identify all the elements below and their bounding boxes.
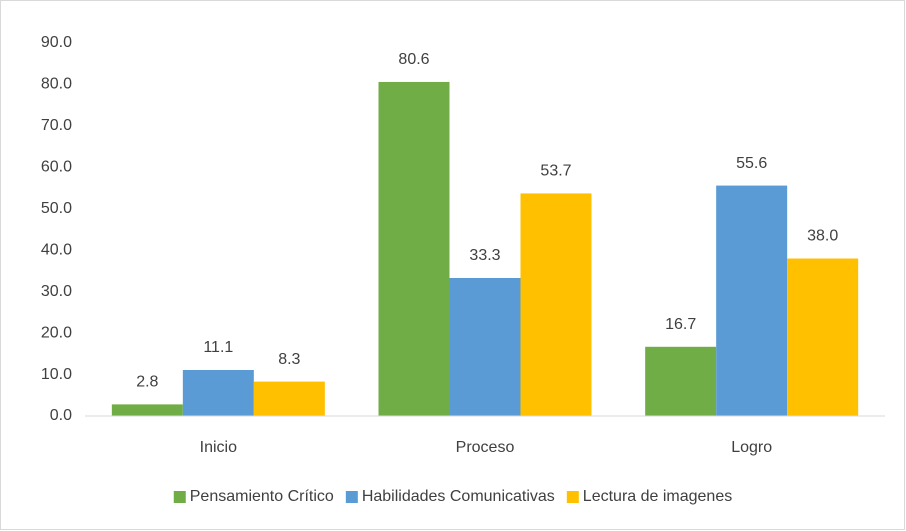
bar [182,369,254,416]
x-tick-label: Proceso [456,439,515,456]
data-label: 33.3 [469,247,500,264]
bar [449,277,521,416]
data-label: 11.1 [203,339,233,356]
data-label: 53.7 [540,163,571,180]
x-tick-label: Inicio [200,439,237,456]
data-label: 16.7 [665,316,696,333]
data-label: 80.6 [398,51,429,68]
bar [378,81,450,417]
data-label: 8.3 [278,351,300,368]
y-tick-label: 40.0 [41,241,72,258]
y-tick-label: 0.0 [50,407,72,424]
x-tick-label: Logro [731,439,772,456]
legend-label: Habilidades Comunicativas [362,488,555,505]
y-tick-label: 80.0 [41,76,72,93]
y-tick-label: 50.0 [41,200,72,217]
bar [520,193,592,416]
bar [716,185,788,416]
y-tick-label: 20.0 [41,324,72,341]
bar [645,346,717,416]
legend-swatch [345,491,358,503]
legend-label: Lectura de imagenes [583,488,732,505]
bar [787,258,859,416]
y-tick-label: 90.0 [41,34,72,51]
y-tick-label: 30.0 [41,283,72,300]
legend-label: Pensamiento Crítico [190,488,334,505]
bar [111,404,183,416]
y-tick-label: 10.0 [41,366,72,383]
data-label: 55.6 [736,155,767,172]
y-tick-label: 70.0 [41,117,72,134]
bar [253,381,325,416]
legend-swatch [566,491,579,503]
data-label: 38.0 [807,228,838,245]
y-tick-label: 60.0 [41,159,72,176]
legend-swatch [173,491,186,503]
data-label: 2.8 [136,374,158,391]
